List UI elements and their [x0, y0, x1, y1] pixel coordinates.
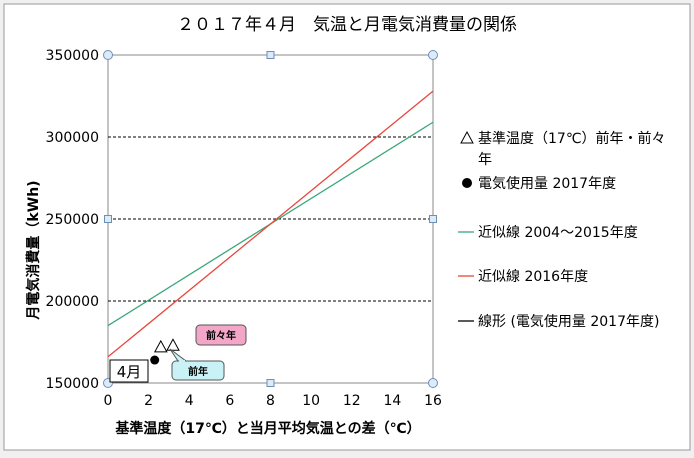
- legend-label: 近似線 2016年度: [478, 269, 588, 285]
- x-tick-label: 12: [343, 393, 361, 409]
- x-tick-label: 0: [104, 393, 113, 409]
- legend-label: 線形 (電気使用量 2017年度): [478, 313, 659, 330]
- callout-label: 前年: [188, 365, 208, 378]
- data-point-circle[interactable]: [150, 355, 160, 365]
- x-tick-label: 4: [185, 393, 194, 409]
- legend-item[interactable]: 線形 (電気使用量 2017年度): [458, 313, 659, 330]
- callout-box: [195, 324, 247, 346]
- axes-layer: 150000 200000 250000 300000 350000 0 2 4 6 8 10 12 1…: [46, 48, 442, 409]
- series-layer: [107, 90, 434, 365]
- y-tick-label: 350000: [46, 48, 99, 64]
- selection-handle[interactable]: [266, 379, 275, 387]
- data-point-triangle[interactable]: [166, 338, 180, 351]
- legend-item[interactable]: 基準温度（17℃）前年・前々年: [460, 130, 666, 168]
- chart-title: ２０１７年４月 気温と月電気消費量の関係: [177, 15, 517, 35]
- legend-label: 電気使用量 2017年度: [478, 175, 616, 192]
- x-axis-label: 基準温度（17℃）と当月平均気温との差（℃）: [115, 420, 420, 437]
- annotation-callout-prev1[interactable]: 前年: [169, 348, 225, 381]
- x-tick-label: 2: [144, 393, 153, 409]
- legend-item[interactable]: 近似線 2016年度: [458, 269, 588, 285]
- selection-handle[interactable]: [104, 215, 112, 223]
- month-label-text: 4月: [117, 363, 142, 381]
- month-label-box: [109, 359, 149, 383]
- legend-item[interactable]: 電気使用量 2017年度: [462, 175, 616, 192]
- legend-label: 基準温度（17℃）前年・前々: [478, 130, 666, 147]
- legend-circle-icon: [462, 178, 472, 188]
- callout-label: 前々年: [206, 329, 236, 342]
- selection-handle[interactable]: [428, 50, 438, 60]
- selection-handle[interactable]: [103, 50, 113, 60]
- x-tick-label: 16: [424, 393, 442, 409]
- legend-item[interactable]: 近似線 2004～2015年度: [458, 225, 638, 241]
- y-axis-label: 月電気消費量（kWh): [25, 180, 42, 320]
- annotation-month-label[interactable]: 4月: [109, 359, 149, 383]
- y-tick-label: 150000: [46, 376, 99, 392]
- x-tick-label: 8: [266, 393, 275, 409]
- x-tick-label: 14: [383, 393, 401, 409]
- x-tick-label: 6: [225, 393, 234, 409]
- x-tick-label: 10: [302, 393, 320, 409]
- legend-label: 近似線 2004～2015年度: [478, 225, 638, 241]
- selection-handle[interactable]: [428, 378, 438, 388]
- legend-triangle-icon: [460, 130, 474, 144]
- series-line: [107, 90, 434, 358]
- callout-box: [171, 360, 225, 381]
- data-point-triangle[interactable]: [153, 339, 168, 353]
- selection-handle[interactable]: [429, 215, 437, 223]
- y-tick-label: 300000: [46, 130, 99, 146]
- y-tick-label: 200000: [46, 294, 99, 310]
- selection-handle[interactable]: [266, 51, 275, 59]
- annotation-callout-prev2[interactable]: 前々年: [195, 324, 247, 346]
- legend-label-continued: 年: [478, 152, 492, 168]
- y-tick-label: 250000: [46, 212, 99, 228]
